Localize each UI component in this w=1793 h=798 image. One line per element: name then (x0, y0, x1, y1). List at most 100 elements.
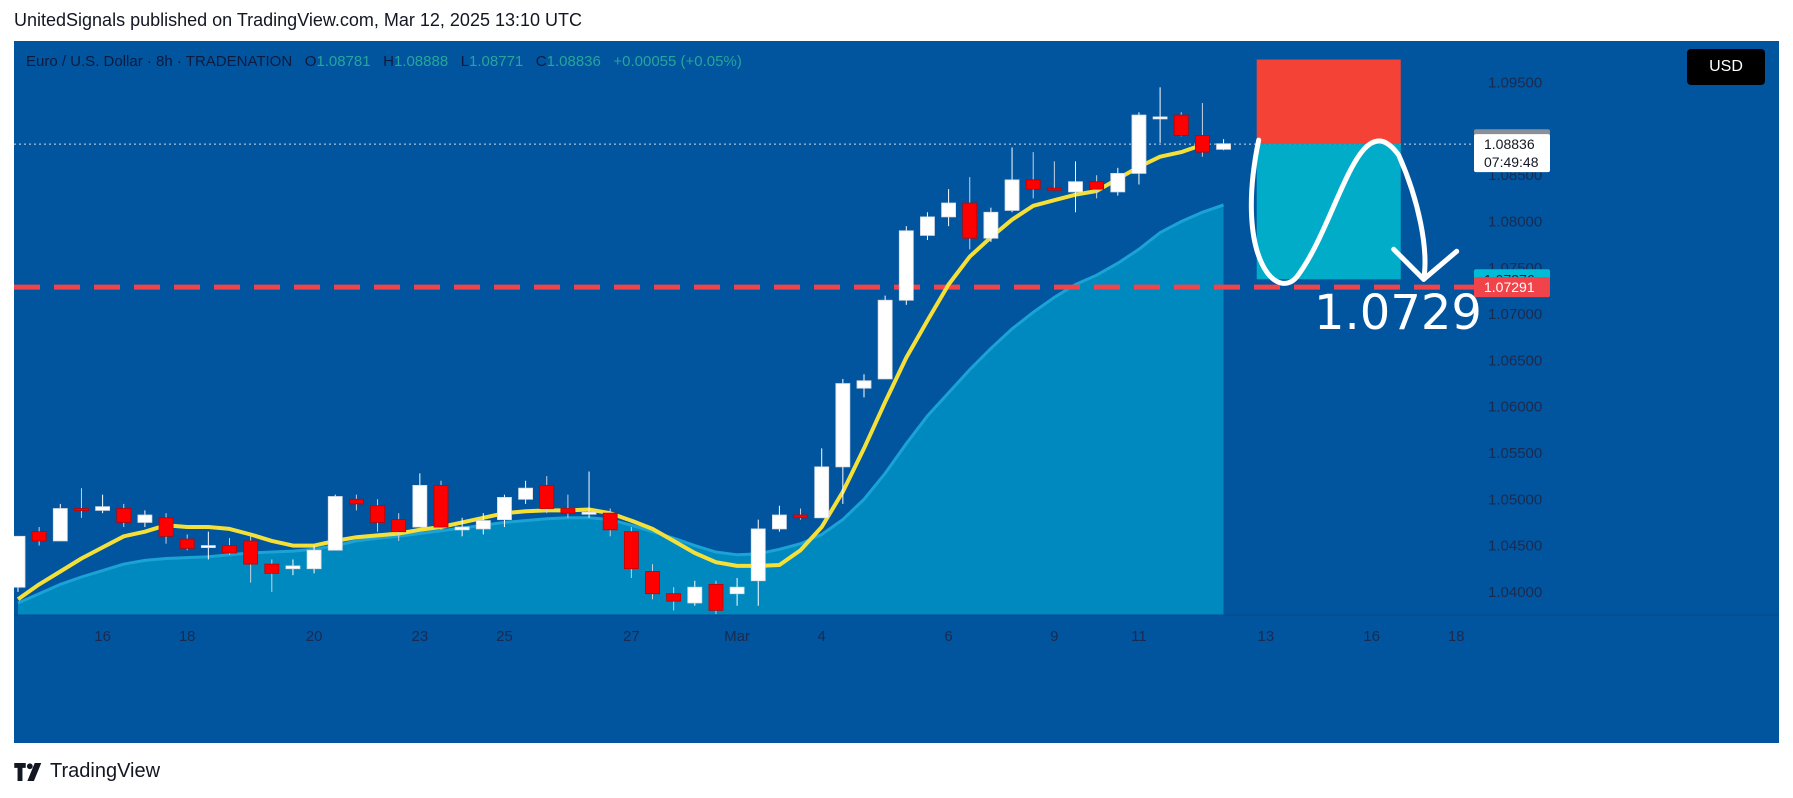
candle-body (750, 528, 766, 582)
candle (95, 494, 110, 514)
chart-canvas[interactable]: 1.07291.095001.085001.080001.075001.0700… (14, 41, 1779, 743)
candle-body (518, 487, 534, 500)
price-label-bg (1474, 134, 1550, 173)
candle (327, 494, 343, 551)
candle (1004, 147, 1020, 213)
candle (306, 545, 322, 574)
candle-body (116, 508, 132, 523)
candle (835, 378, 851, 504)
candle-body (264, 563, 280, 574)
candle (941, 189, 956, 227)
price-label-text: 1.08836 (1484, 136, 1535, 152)
candle-body (920, 216, 935, 236)
x-tick-label: 27 (623, 628, 640, 645)
candle-body (1089, 181, 1105, 190)
symbol-legend: Euro / U.S. Dollar · 8h · TRADENATION O1… (26, 53, 742, 70)
candle (475, 513, 491, 535)
x-tick-label: 18 (179, 628, 196, 645)
candle (179, 534, 195, 551)
candle (1046, 161, 1062, 191)
candle-body (1110, 172, 1126, 193)
candle (920, 212, 935, 241)
open-label: O (304, 53, 317, 70)
candle (285, 559, 301, 576)
candle (158, 513, 174, 544)
price-label: 1.08836 07:49:48 (1474, 134, 1550, 173)
candle (898, 226, 914, 305)
candle (243, 536, 259, 583)
symbol-name: Euro / U.S. Dollar · 8h · TRADENATION (26, 53, 293, 70)
candle (1068, 161, 1083, 213)
ma-area-line (17, 203, 1224, 605)
candle (539, 476, 555, 514)
arrow-down-icon (1391, 246, 1460, 282)
candle (454, 517, 470, 537)
candle-body (137, 514, 153, 523)
candle-body (666, 593, 682, 602)
candle-body (1004, 179, 1020, 211)
candle (264, 559, 280, 592)
candle (602, 508, 618, 537)
x-tick-label: 20 (306, 628, 323, 645)
y-tick-label: 1.06500 (1488, 352, 1542, 369)
candle-body (370, 505, 385, 523)
candle (370, 499, 385, 532)
candle (200, 531, 216, 560)
candle-body (1173, 114, 1189, 136)
candle-body (348, 498, 364, 505)
candle (1216, 139, 1231, 151)
candle-body (835, 383, 851, 468)
x-tick-label: 23 (412, 628, 429, 645)
x-tick-label: 4 (818, 628, 826, 645)
candle (729, 577, 745, 606)
y-tick-label: 1.04000 (1488, 584, 1542, 601)
close-label: C (535, 53, 547, 70)
currency-button[interactable]: USD (1687, 49, 1765, 85)
candle-body (14, 535, 26, 588)
x-tick-label: 13 (1258, 628, 1275, 645)
candle (137, 510, 153, 528)
candle-body (602, 512, 618, 531)
candle-body (327, 496, 343, 551)
price-label-text: 1.07291 (1484, 279, 1535, 295)
candle-body (454, 526, 470, 531)
candle-body (475, 520, 491, 530)
candle (856, 374, 872, 398)
y-tick-label: 1.05000 (1488, 491, 1542, 508)
open-value: 1.08781 (316, 53, 371, 70)
candle-body (708, 584, 724, 611)
candle-body (391, 519, 407, 533)
candle (497, 494, 512, 528)
candle-body (179, 538, 195, 549)
candle (14, 535, 26, 592)
drawn-curve (1248, 137, 1428, 286)
candle-body (222, 545, 237, 554)
candle-body (95, 506, 110, 511)
y-tick-label: 1.08000 (1488, 214, 1542, 231)
x-tick-label: 16 (1363, 628, 1380, 645)
tradingview-logo-icon (14, 762, 42, 781)
candle-body (560, 508, 576, 514)
candle (983, 207, 999, 242)
candle-body (243, 540, 259, 565)
x-tick-label: 18 (1448, 628, 1465, 645)
ma-area (18, 204, 1224, 615)
y-tick-label: 1.05500 (1488, 445, 1542, 462)
candle (1110, 167, 1126, 196)
candle (560, 494, 576, 518)
annotation-target-price: 1.0729 (1314, 285, 1482, 341)
chart-area[interactable]: 1.0729 1.09500 1.08500 1.08000 1.07500 1.0700… (14, 41, 1779, 743)
candle-body (1216, 143, 1231, 150)
x-tick-label: 11 (1131, 628, 1147, 645)
candle-body (412, 484, 428, 528)
y-tick-label: 1.04500 (1488, 538, 1542, 555)
candle (877, 295, 893, 380)
candle (1131, 112, 1147, 185)
y-tick-label: 1.09500 (1488, 75, 1542, 92)
candle-body (1152, 116, 1168, 120)
candle (793, 508, 808, 520)
candle-body (581, 511, 597, 515)
candle (1152, 87, 1168, 143)
candle-body (497, 497, 512, 521)
candle (222, 538, 237, 555)
